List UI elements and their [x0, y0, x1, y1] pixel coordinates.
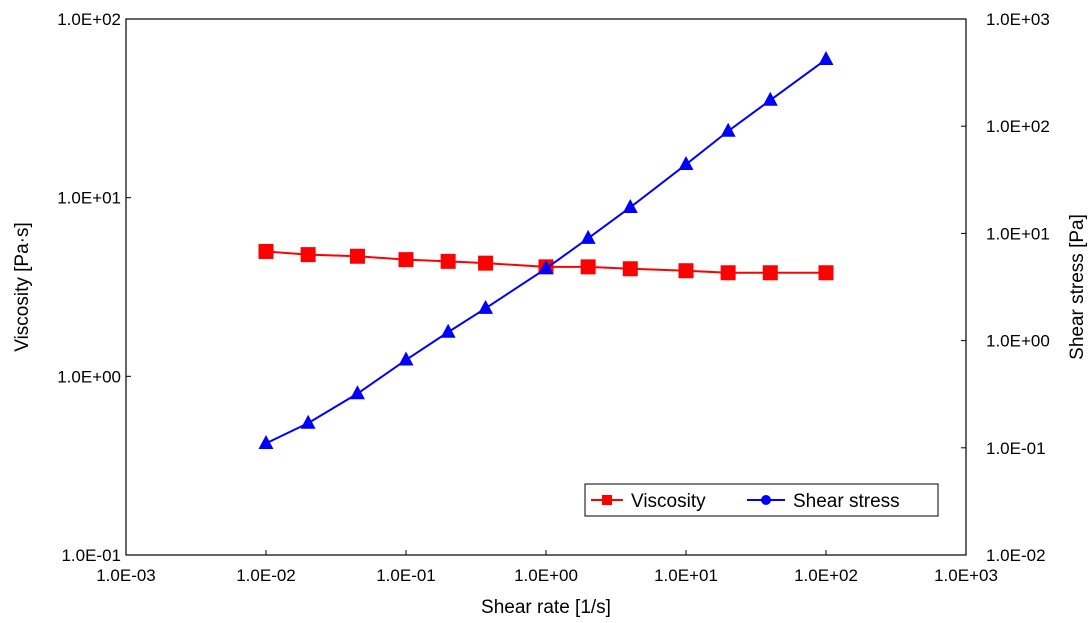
data-point-viscosity	[478, 255, 494, 271]
data-point-shear-stress	[762, 91, 778, 106]
y2-tick-label: 1.0E-02	[986, 546, 1046, 565]
y2-axis-title: Shear stress [Pa]	[1067, 214, 1088, 360]
data-point-shear-stress	[349, 385, 365, 400]
data-point-shear-stress	[300, 414, 316, 429]
data-point-shear-stress	[720, 122, 736, 137]
y2-tick-label: 1.0E+03	[986, 10, 1050, 29]
data-point-viscosity	[678, 263, 694, 279]
y2-tick-label: 1.0E+02	[986, 117, 1050, 136]
x-tick-label: 1.0E-02	[236, 566, 296, 585]
tick-labels: 1.0E-03 1.0E-02 1.0E-01 1.0E+00 1.0E+01 1.0E+…	[57, 10, 1050, 585]
data-point-viscosity	[622, 261, 638, 277]
data-point-viscosity	[580, 259, 596, 275]
x-axis-title: Shear rate [1/s]	[481, 597, 611, 618]
data-point-viscosity	[349, 248, 365, 264]
y-tick-label: 1.0E+02	[57, 10, 121, 29]
x-tick-label: 1.0E+03	[934, 566, 998, 585]
y2-tick-label: 1.0E+01	[986, 224, 1050, 243]
tick-marks	[125, 18, 967, 556]
series-shear-stress	[258, 50, 834, 449]
series-layer	[258, 50, 834, 449]
legend-shear-stress-marker	[761, 495, 771, 505]
y-tick-label: 1.0E+00	[57, 367, 121, 386]
data-point-shear-stress	[622, 198, 638, 213]
data-point-shear-stress	[580, 229, 596, 244]
x-tick-label: 1.0E-03	[96, 566, 156, 585]
data-point-shear-stress	[398, 351, 414, 366]
y2-tick-label: 1.0E-01	[986, 439, 1046, 458]
data-point-viscosity	[398, 252, 414, 268]
legend: Viscosity Shear stress	[584, 483, 939, 517]
y-tick-label: 1.0E-01	[61, 546, 121, 565]
x-tick-label: 1.0E+00	[514, 566, 578, 585]
data-point-shear-stress	[818, 50, 834, 65]
data-point-shear-stress	[678, 156, 694, 171]
legend-viscosity-marker	[602, 495, 612, 505]
data-point-viscosity	[818, 265, 834, 281]
data-point-shear-stress	[440, 323, 456, 338]
x-tick-label: 1.0E+02	[794, 566, 858, 585]
data-point-viscosity	[440, 253, 456, 269]
x-tick-label: 1.0E-01	[376, 566, 436, 585]
data-point-shear-stress	[478, 299, 494, 314]
y-axis-title: Viscosity [Pa·s]	[12, 222, 33, 352]
data-point-viscosity	[762, 265, 778, 281]
data-point-viscosity	[720, 265, 736, 281]
y-tick-label: 1.0E+01	[57, 189, 121, 208]
legend-shear-stress-label: Shear stress	[793, 491, 900, 512]
x-tick-label: 1.0E+01	[654, 566, 718, 585]
data-point-viscosity	[300, 247, 316, 263]
legend-viscosity-label: Viscosity	[631, 491, 706, 512]
data-point-viscosity	[258, 243, 274, 259]
plot-frame	[125, 18, 967, 556]
data-point-shear-stress	[258, 434, 274, 449]
y2-tick-label: 1.0E+00	[986, 332, 1050, 351]
data-point-shear-stress	[538, 260, 554, 275]
